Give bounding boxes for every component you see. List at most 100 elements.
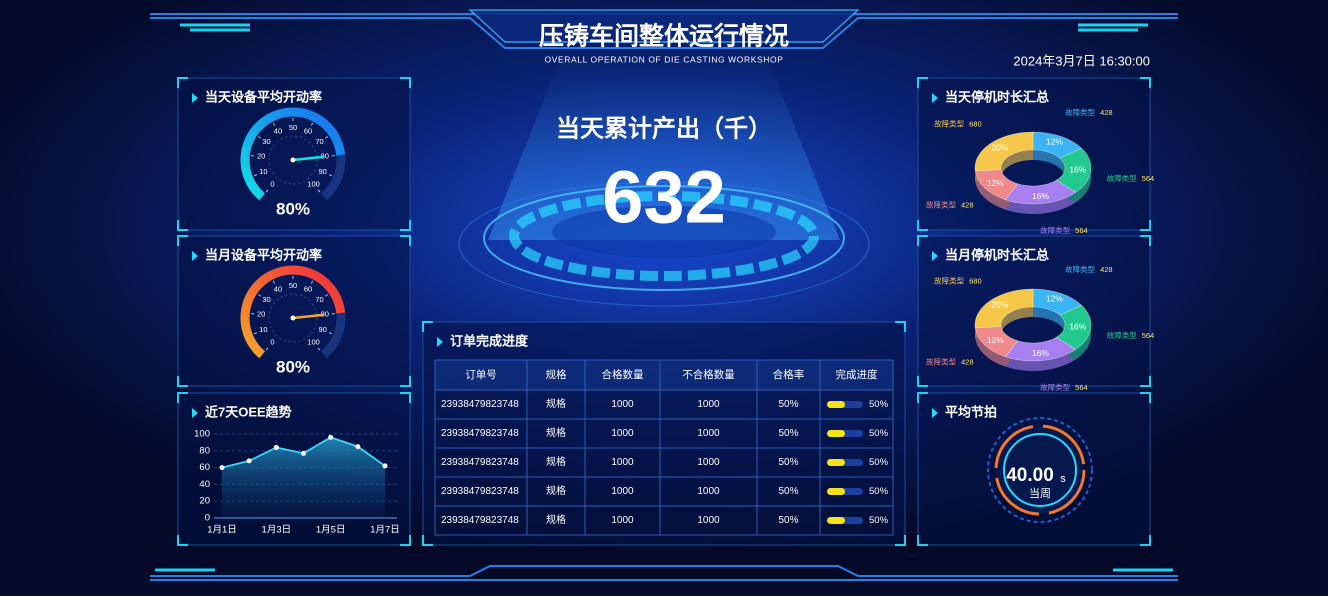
- donut-percent-label: 16%: [1032, 191, 1049, 201]
- donut-percent-label: 20%: [991, 300, 1008, 310]
- panel-title-marker: [192, 251, 198, 261]
- progress-bar: [827, 488, 845, 495]
- donut-amount: 428: [1100, 265, 1113, 274]
- gauge-tick: [325, 294, 329, 297]
- panel-title-marker: [932, 93, 938, 103]
- donut-amount: 428: [1100, 108, 1113, 117]
- table-cell: 1000: [697, 515, 720, 526]
- gauge-tick-label: 10: [259, 167, 267, 176]
- gauge-tick-label: 40: [274, 285, 282, 294]
- table-cell: 规格: [546, 455, 566, 468]
- progress-bar: [827, 430, 845, 437]
- panel-title: 近7天OEE趋势: [205, 404, 292, 419]
- donut-percent-label: 12%: [987, 335, 1004, 345]
- table-cell: 1000: [611, 486, 634, 497]
- point: [246, 458, 252, 464]
- table-cell: 规格: [546, 397, 566, 410]
- table-cell: 50%: [778, 428, 798, 439]
- panel-corners: [917, 235, 1151, 387]
- donut-amount: 564: [1142, 174, 1155, 183]
- table-cell: 1000: [697, 399, 720, 410]
- gauge-tick: [257, 294, 261, 297]
- platform-segments: [509, 191, 819, 281]
- platform-outer: [458, 181, 870, 307]
- donut-outer-label: 故障类型 428: [926, 200, 974, 210]
- table-cell: 1000: [697, 428, 720, 439]
- cycle-ring-mid: [994, 424, 1086, 516]
- progress-label: 50%: [869, 515, 889, 526]
- donut-category: 故障类型: [934, 276, 964, 286]
- table-cell: 1000: [611, 428, 634, 439]
- donut-amount: 564: [1075, 226, 1088, 235]
- gauge-tick-label: 70: [315, 137, 323, 146]
- panel: [177, 235, 411, 387]
- table-cell: 规格: [546, 484, 566, 497]
- gauge-value-label: 80%: [276, 357, 310, 376]
- panel-title-marker: [192, 93, 198, 103]
- gauge-tick: [272, 280, 276, 284]
- table-cell: 1000: [611, 515, 634, 526]
- table-cell: 规格: [546, 513, 566, 526]
- gauge-hub: [290, 315, 296, 321]
- y-tick-label: 20: [199, 496, 210, 507]
- point: [219, 465, 225, 471]
- gauge-tick-label: 80: [321, 152, 329, 161]
- gauge-tick: [257, 136, 261, 139]
- x-tick-label: 1月7日: [370, 525, 400, 536]
- cycle-value: 40.00: [1006, 465, 1054, 486]
- table-cell: 1000: [611, 457, 634, 468]
- donut-outer-label: 故障类型 428: [926, 357, 974, 367]
- datetime: 2024年3月7日 16:30:00: [1013, 53, 1150, 68]
- donut-percent-label: 12%: [987, 178, 1004, 188]
- donut-percent-label: 20%: [991, 143, 1008, 153]
- panel-title-marker: [192, 408, 198, 418]
- gauge-needle: [291, 155, 325, 162]
- gauge-tick-label: 40: [274, 127, 282, 136]
- panel: [422, 321, 906, 546]
- table-cell: 23938479823748: [441, 428, 519, 439]
- donut-amount: 428: [961, 358, 974, 367]
- gauge-tick-label: 80: [321, 310, 329, 319]
- gauge-inner-ring: [268, 135, 318, 185]
- progress-label: 50%: [869, 457, 889, 468]
- table-cell: 50%: [778, 515, 798, 526]
- table-cell: 23938479823748: [441, 399, 519, 410]
- y-tick-label: 80: [199, 445, 210, 456]
- donut-amount: 564: [1075, 383, 1088, 392]
- gauge-tick: [325, 136, 329, 139]
- y-tick-label: 0: [205, 513, 210, 524]
- gauge-tick-label: 100: [307, 179, 320, 188]
- point: [382, 463, 388, 469]
- donut-outer-label: 故障类型 680: [934, 119, 982, 129]
- area: [222, 437, 385, 518]
- panel-corners: [177, 392, 411, 546]
- gauge-tick-label: 10: [259, 325, 267, 334]
- table-header-cell: 规格: [546, 368, 567, 381]
- y-tick-label: 60: [199, 462, 210, 473]
- donut-category: 故障类型: [1107, 173, 1137, 183]
- gauge-hub: [290, 157, 296, 163]
- donut-amount: 564: [1142, 331, 1155, 340]
- page-subtitle: OVERALL OPERATION OF DIE CASTING WORKSHO…: [544, 54, 783, 64]
- gauge-tick-label: 70: [315, 295, 323, 304]
- panel-corners: [917, 77, 1151, 231]
- table-cell: 50%: [778, 457, 798, 468]
- y-tick-label: 100: [194, 429, 210, 440]
- donut-segment: [974, 288, 1034, 329]
- gauge-tick-label: 100: [307, 337, 320, 346]
- x-tick-label: 1月3日: [262, 525, 292, 536]
- gauge-tick: [328, 174, 333, 177]
- cycle-ring-outer: [987, 417, 1093, 523]
- panel-corners: [422, 321, 906, 546]
- table-cell: 23938479823748: [441, 457, 519, 468]
- donut-category: 故障类型: [1065, 107, 1095, 117]
- table-header-cell: 不合格数量: [682, 368, 735, 381]
- table-cell: 23938479823748: [441, 486, 519, 497]
- panel-title: 订单完成进度: [450, 333, 529, 348]
- donut-amount: 428: [961, 201, 974, 210]
- gauge-tick: [328, 332, 333, 335]
- donut-category: 故障类型: [1065, 264, 1095, 274]
- point: [301, 450, 306, 456]
- table-header-cell: 完成进度: [836, 368, 878, 381]
